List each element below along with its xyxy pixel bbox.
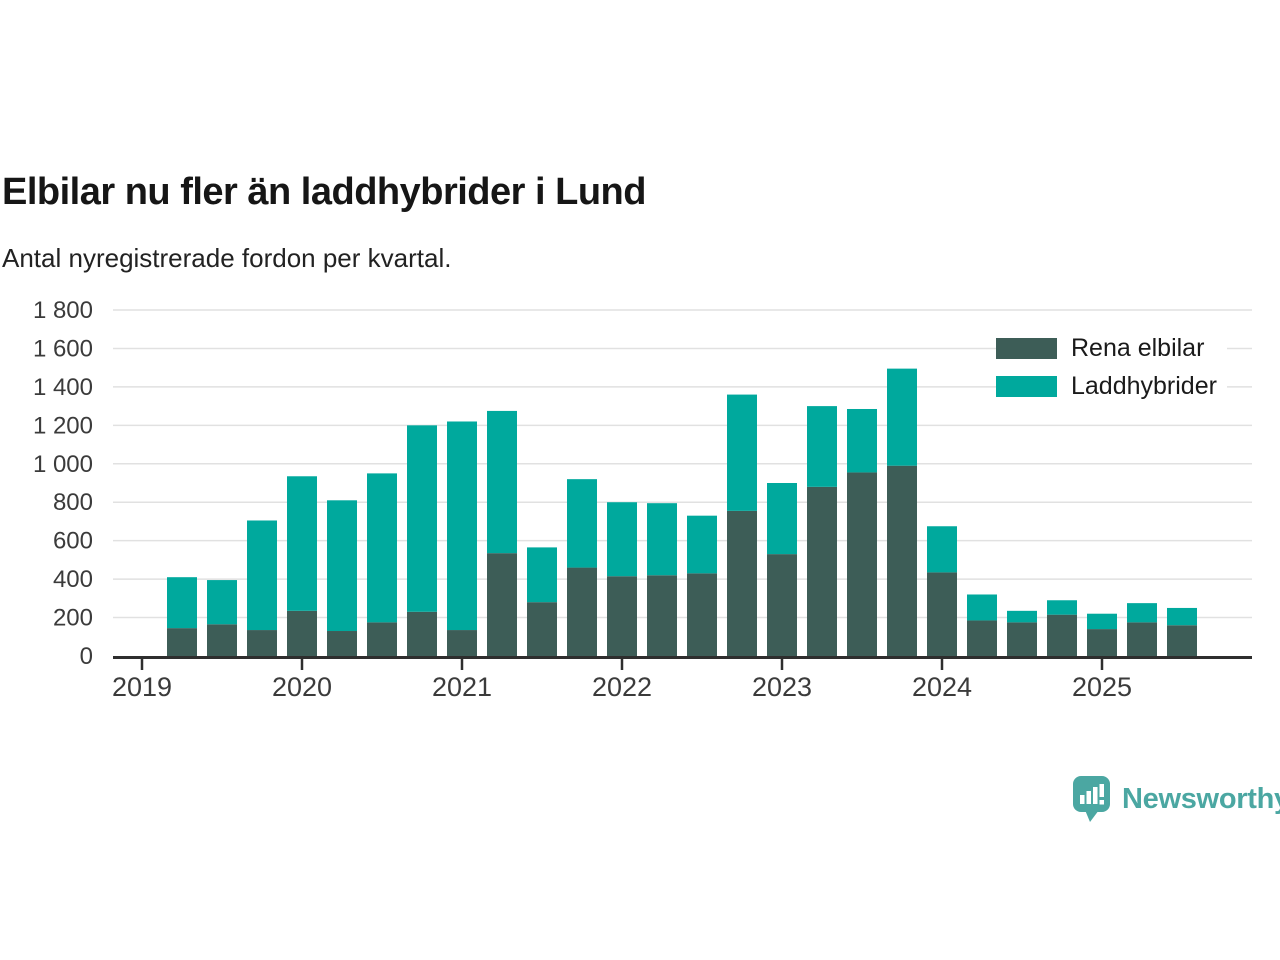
y-tick-label: 200: [53, 605, 93, 632]
bar-segment-rena-elbilar: [847, 472, 877, 656]
bar-segment-rena-elbilar: [367, 622, 397, 656]
y-tick-labels: 0 200 400 600 800 1 000 1 200 1 400 1 600 1 800: [33, 297, 93, 670]
bar-segment-laddhybrider: [1047, 600, 1077, 615]
bar-segment-rena-elbilar: [927, 572, 957, 656]
y-tick-label: 600: [53, 528, 93, 555]
bar-segment-laddhybrider: [407, 425, 437, 612]
bar-segment-rena-elbilar: [527, 602, 557, 656]
bar-segment-rena-elbilar: [447, 630, 477, 656]
bar-segment-rena-elbilar: [327, 631, 357, 656]
bar-segment-laddhybrider: [887, 368, 917, 466]
x-tick-label: 2022: [592, 672, 652, 702]
y-tick-label: 1 000: [33, 451, 93, 478]
y-tick-label: 0: [80, 643, 93, 670]
bar-segment-laddhybrider: [1007, 610, 1037, 623]
y-tick-label: 1 600: [33, 335, 93, 362]
bar-segment-rena-elbilar: [807, 486, 837, 656]
bar-segment-rena-elbilar: [167, 628, 197, 656]
bar-segment-rena-elbilar: [727, 510, 757, 656]
legend-label-laddhybrider: Laddhybrider: [1071, 371, 1217, 400]
bar-segment-laddhybrider: [767, 483, 797, 555]
legend: Rena elbilar Laddhybrider: [996, 334, 1227, 400]
bar-segment-laddhybrider: [847, 408, 877, 473]
chart-title: Elbilar nu fler än laddhybrider i Lund: [2, 171, 646, 214]
x-tick-label: 2020: [272, 672, 332, 702]
legend-swatch-rena-elbilar: [996, 337, 1057, 359]
x-tick-label: 2021: [432, 672, 492, 702]
legend-label-rena-elbilar: Rena elbilar: [1071, 333, 1205, 362]
bar-segment-laddhybrider: [247, 520, 277, 631]
x-tick-label: 2019: [112, 672, 172, 702]
legend-swatch-laddhybrider: [996, 375, 1057, 397]
bar-segment-laddhybrider: [447, 421, 477, 631]
bar-segment-laddhybrider: [607, 502, 637, 577]
bar-segment-rena-elbilar: [407, 611, 437, 656]
newsworthy-branding: Newsworthy: [1072, 775, 1280, 823]
bar-segment-laddhybrider: [287, 476, 317, 611]
y-tick-label: 1 400: [33, 374, 93, 401]
bar-segment-rena-elbilar: [207, 624, 237, 656]
bar-segment-laddhybrider: [327, 500, 357, 632]
bar-segment-laddhybrider: [1087, 613, 1117, 630]
bars: [167, 368, 1197, 656]
bar-segment-rena-elbilar: [1007, 622, 1037, 656]
bar-segment-rena-elbilar: [967, 620, 997, 656]
bar-segment-rena-elbilar: [247, 630, 277, 656]
y-tick-label: 800: [53, 489, 93, 516]
chart-subtitle: Antal nyregistrerade fordon per kvartal.: [2, 243, 452, 273]
newsworthy-logo-icon: [1073, 776, 1110, 822]
x-tick-label: 2025: [1072, 672, 1132, 702]
bar-segment-rena-elbilar: [887, 465, 917, 656]
y-tick-label: 1 800: [33, 297, 93, 324]
bar-segment-rena-elbilar: [487, 553, 517, 656]
y-tick-label: 1 200: [33, 412, 93, 439]
bar-segment-rena-elbilar: [767, 554, 797, 656]
bar-segment-laddhybrider: [967, 594, 997, 621]
x-tick-label: 2024: [912, 672, 972, 702]
x-axis: [113, 656, 1252, 670]
legend-item-rena-elbilar: Rena elbilar: [996, 334, 1227, 362]
bar-segment-laddhybrider: [527, 547, 557, 603]
bar-segment-rena-elbilar: [1127, 622, 1157, 656]
bar-segment-laddhybrider: [367, 473, 397, 623]
bar-segment-rena-elbilar: [687, 573, 717, 656]
bar-segment-laddhybrider: [927, 526, 957, 573]
bar-segment-laddhybrider: [567, 479, 597, 568]
bar-segment-rena-elbilar: [1047, 614, 1077, 656]
bar-segment-rena-elbilar: [287, 610, 317, 656]
bar-segment-laddhybrider: [1167, 607, 1197, 626]
bar-segment-laddhybrider: [647, 503, 677, 576]
bar-segment-laddhybrider: [727, 394, 757, 511]
bar-segment-rena-elbilar: [647, 575, 677, 656]
bar-segment-laddhybrider: [807, 406, 837, 487]
bar-segment-laddhybrider: [687, 515, 717, 574]
bar-segment-rena-elbilar: [1167, 625, 1197, 656]
bar-segment-rena-elbilar: [567, 567, 597, 656]
newsworthy-wordmark: Newsworthy: [1122, 782, 1280, 815]
bar-segment-laddhybrider: [487, 410, 517, 554]
bar-segment-laddhybrider: [167, 577, 197, 629]
x-tick-label: 2023: [752, 672, 812, 702]
bar-segment-rena-elbilar: [607, 576, 637, 656]
x-tick-labels: 2019 2020 2021 2022 2023 2024 2025: [112, 672, 1132, 702]
bar-segment-laddhybrider: [1127, 603, 1157, 623]
legend-item-laddhybrider: Laddhybrider: [996, 372, 1227, 400]
y-tick-label: 400: [53, 566, 93, 593]
bar-segment-rena-elbilar: [1087, 629, 1117, 656]
bar-segment-laddhybrider: [207, 580, 237, 625]
